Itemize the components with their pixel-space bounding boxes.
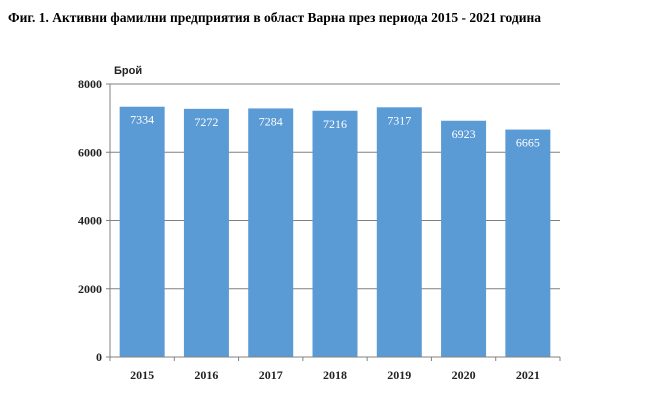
bar-value-label: 6665 [516, 136, 540, 150]
y-axis-unit-label: Брой [114, 65, 142, 77]
bar [312, 110, 358, 357]
bar [119, 106, 165, 357]
x-tick-label: 2019 [387, 368, 411, 382]
y-tick-label: 2000 [78, 282, 102, 296]
y-tick-label: 6000 [78, 145, 102, 159]
bar-value-label: 7272 [194, 115, 218, 129]
bar [505, 129, 551, 357]
bar-value-label: 7317 [387, 113, 411, 127]
axes: 0 2000 4000 6000 8000 2015 2016 2017 2018 2019 202… [78, 77, 561, 382]
x-tick-label: 2015 [130, 368, 154, 382]
bar-value-label: 7284 [259, 114, 283, 128]
bar [441, 120, 487, 357]
bars: 7334 7272 7284 7216 7317 6923 6665 [119, 106, 551, 357]
x-tick-label: 2017 [259, 368, 283, 382]
bar-value-label: 7334 [130, 113, 154, 127]
x-tick-label: 2016 [194, 368, 218, 382]
x-tick-label: 2018 [323, 368, 347, 382]
y-tick-label: 4000 [78, 214, 102, 228]
bar [376, 107, 422, 357]
bar-value-label: 6923 [452, 127, 476, 141]
bar [183, 108, 229, 357]
y-tick-label: 8000 [78, 77, 102, 91]
bar [248, 108, 294, 357]
figure-title: Фиг. 1. Активни фамилни предприятия в об… [8, 10, 542, 25]
bar-value-label: 7216 [323, 117, 347, 131]
y-tick-label: 0 [96, 350, 102, 364]
x-tick-label: 2021 [516, 368, 540, 382]
x-tick-label: 2020 [452, 368, 476, 382]
